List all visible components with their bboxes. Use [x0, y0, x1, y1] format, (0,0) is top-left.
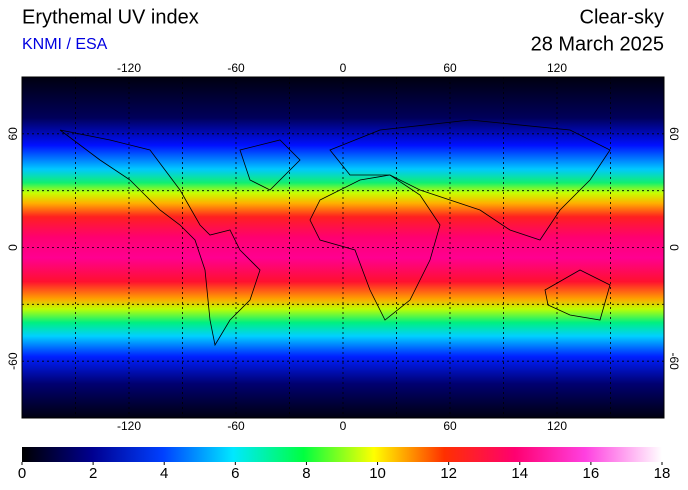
lon-label-top: 60 — [443, 61, 457, 75]
colorbar-label: 2 — [89, 465, 97, 482]
lat-label-right: 0 — [667, 244, 681, 251]
lon-label-top: -120 — [117, 61, 141, 75]
colorbar-label: 6 — [231, 465, 239, 482]
lon-label-top: -60 — [227, 61, 245, 75]
lat-label-left: -60 — [6, 352, 20, 370]
lon-label-top: 0 — [340, 61, 347, 75]
sky-condition: Clear-sky — [580, 6, 664, 28]
lon-label-bottom: 60 — [443, 419, 457, 433]
source: KNMI / ESA — [22, 36, 108, 53]
colorbar-label: 0 — [18, 465, 26, 482]
colorbar — [22, 447, 662, 462]
colorbar-label: 10 — [369, 465, 386, 482]
map-frame — [21, 76, 665, 419]
lon-label-bottom: 120 — [547, 419, 567, 433]
lat-label-right: -60 — [667, 352, 681, 370]
title: Erythemal UV index — [22, 6, 199, 28]
lon-label-top: 120 — [547, 61, 567, 75]
colorbar-label: 4 — [160, 465, 168, 482]
lat-label-left: 0 — [6, 244, 20, 251]
lat-label-right: 60 — [667, 127, 681, 141]
lon-label-bottom: -120 — [117, 419, 141, 433]
colorbar-label: 18 — [654, 465, 671, 482]
lat-label-left: 60 — [6, 127, 20, 141]
lon-label-bottom: 0 — [340, 419, 347, 433]
colorbar-label: 16 — [583, 465, 600, 482]
colorbar-label: 12 — [440, 465, 457, 482]
colorbar-label: 14 — [511, 465, 528, 482]
date: 28 March 2025 — [531, 33, 664, 55]
colorbar-label: 8 — [302, 465, 310, 482]
labels: -120 -120 -60 -60 0 0 60 60 120 120 60 60 0 0 -60 -60 0 2… — [6, 61, 681, 482]
lon-label-bottom: -60 — [227, 419, 245, 433]
